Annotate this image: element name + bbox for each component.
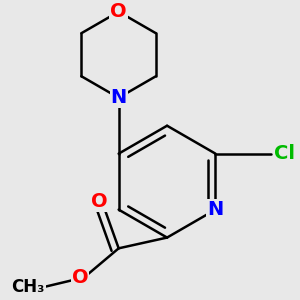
Text: O: O xyxy=(71,268,88,287)
Text: N: N xyxy=(110,88,127,107)
Text: O: O xyxy=(91,192,107,211)
Text: O: O xyxy=(110,2,127,21)
Text: CH₃: CH₃ xyxy=(11,278,45,296)
Text: Cl: Cl xyxy=(274,144,295,163)
Text: N: N xyxy=(207,200,224,219)
